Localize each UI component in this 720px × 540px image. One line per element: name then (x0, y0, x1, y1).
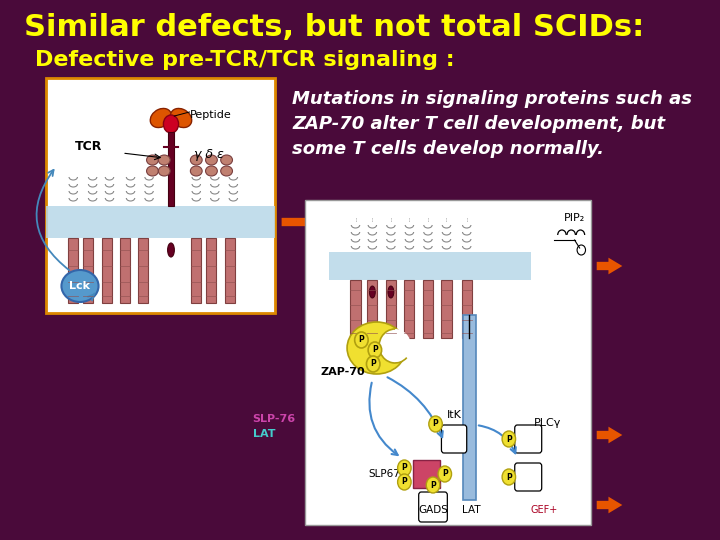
FancyArrowPatch shape (88, 294, 94, 300)
FancyBboxPatch shape (441, 425, 467, 453)
Circle shape (502, 431, 516, 447)
Circle shape (355, 332, 368, 348)
Ellipse shape (379, 329, 411, 363)
FancyBboxPatch shape (515, 425, 541, 453)
Bar (84, 238, 94, 303)
FancyArrowPatch shape (597, 258, 622, 274)
Text: P: P (433, 420, 438, 429)
Bar (225, 238, 235, 303)
Bar (351, 280, 361, 338)
Circle shape (429, 416, 442, 432)
Bar (386, 280, 396, 338)
Bar (46, 206, 276, 238)
Bar (462, 280, 472, 338)
Text: SLP-76: SLP-76 (253, 414, 296, 424)
Ellipse shape (168, 243, 174, 257)
Bar (168, 132, 174, 206)
Circle shape (502, 469, 516, 485)
Ellipse shape (190, 166, 202, 176)
Bar (120, 238, 130, 303)
FancyArrowPatch shape (597, 427, 622, 443)
FancyBboxPatch shape (419, 492, 447, 522)
FancyArrowPatch shape (282, 214, 320, 231)
Ellipse shape (369, 286, 375, 298)
FancyBboxPatch shape (515, 463, 541, 491)
Bar (441, 280, 451, 338)
Text: Defective pre-TCR/TCR signaling :: Defective pre-TCR/TCR signaling : (35, 50, 455, 70)
Circle shape (438, 466, 451, 482)
Circle shape (397, 474, 411, 490)
Ellipse shape (158, 166, 170, 176)
Text: ZAP-70: ZAP-70 (320, 367, 365, 377)
Ellipse shape (205, 155, 217, 165)
FancyArrowPatch shape (37, 170, 69, 271)
Text: γ δ ε: γ δ ε (194, 148, 223, 161)
Bar (328, 252, 531, 280)
Bar (192, 238, 202, 303)
Text: SLP67: SLP67 (369, 469, 400, 479)
Bar (207, 238, 217, 303)
Text: PLCγ: PLCγ (534, 418, 562, 428)
Ellipse shape (61, 270, 99, 302)
FancyArrowPatch shape (387, 377, 443, 437)
Ellipse shape (150, 109, 171, 127)
Text: Mutations in signaling proteins such as
ZAP-70 alter T cell development, but
som: Mutations in signaling proteins such as … (292, 90, 693, 158)
Ellipse shape (171, 109, 192, 127)
Text: P: P (370, 360, 376, 368)
Circle shape (163, 115, 179, 133)
Text: Similar defects, but not total SCIDs:: Similar defects, but not total SCIDs: (24, 14, 644, 43)
Text: P: P (430, 481, 436, 489)
Text: PIP₂: PIP₂ (564, 213, 585, 223)
Bar (405, 280, 415, 338)
Text: GEF+: GEF+ (531, 505, 558, 515)
Text: P: P (372, 346, 378, 354)
Bar (68, 238, 78, 303)
Bar (413, 460, 440, 488)
Text: P: P (359, 335, 364, 345)
FancyArrowPatch shape (369, 383, 397, 455)
Text: Peptide: Peptide (189, 110, 231, 120)
Bar (102, 238, 112, 303)
Circle shape (426, 477, 440, 493)
Bar (423, 280, 433, 338)
Text: TCR: TCR (75, 140, 102, 153)
Bar (462, 315, 476, 500)
Text: LAT: LAT (253, 429, 275, 439)
Text: P: P (442, 469, 448, 478)
Circle shape (397, 460, 411, 476)
FancyArrowPatch shape (597, 497, 622, 514)
FancyArrowPatch shape (479, 426, 516, 453)
Ellipse shape (221, 166, 233, 176)
Ellipse shape (147, 155, 158, 165)
Circle shape (368, 342, 382, 358)
Bar (138, 238, 148, 303)
Ellipse shape (347, 322, 406, 374)
Bar (46, 78, 276, 313)
Ellipse shape (158, 155, 170, 165)
Bar (367, 280, 377, 338)
Text: P: P (402, 463, 408, 472)
Ellipse shape (388, 286, 394, 298)
Text: Lck: Lck (70, 281, 91, 291)
Text: P: P (506, 472, 512, 482)
Ellipse shape (190, 155, 202, 165)
Circle shape (366, 356, 380, 372)
Text: LAT: LAT (462, 505, 481, 515)
Text: ItK: ItK (447, 410, 462, 420)
Text: P: P (402, 477, 408, 487)
Text: P: P (506, 435, 512, 443)
Bar (305, 200, 591, 525)
Ellipse shape (147, 166, 158, 176)
Text: GADS: GADS (418, 505, 448, 515)
Ellipse shape (221, 155, 233, 165)
Ellipse shape (205, 166, 217, 176)
